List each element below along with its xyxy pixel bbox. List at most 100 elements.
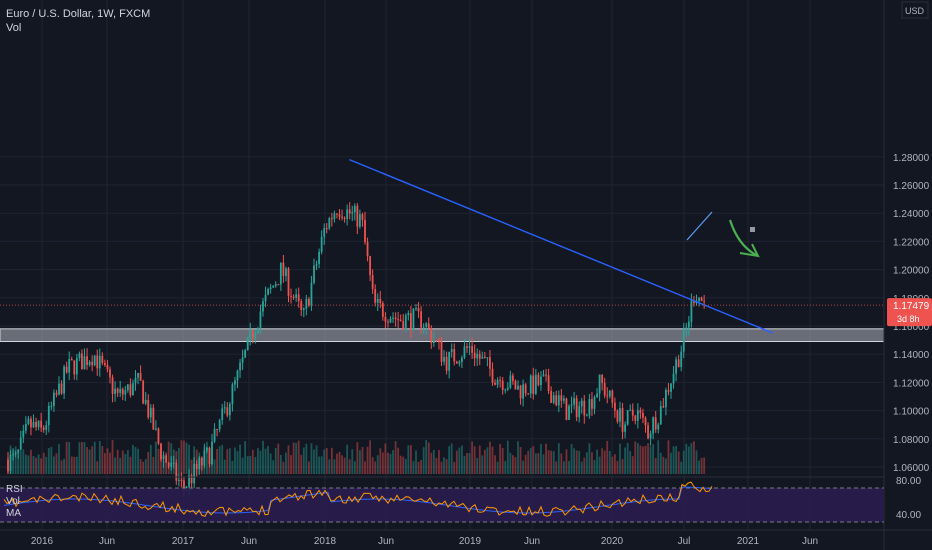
volume-bar	[534, 453, 537, 474]
candle-body	[279, 262, 282, 285]
volume-bar	[524, 454, 527, 474]
candle-body	[177, 479, 180, 481]
volume-bar	[621, 459, 624, 474]
volume-bar	[96, 461, 99, 474]
candle-body	[32, 421, 35, 428]
candle-body	[259, 311, 262, 328]
candle-body	[527, 393, 530, 395]
candle-body	[310, 282, 313, 306]
volume-bar	[129, 456, 132, 474]
candle-body	[277, 284, 280, 286]
volume-bar	[333, 459, 336, 474]
candle-body	[491, 368, 494, 383]
volume-bar	[32, 455, 35, 474]
volume-bar	[430, 452, 433, 474]
volume-bar	[111, 440, 114, 474]
volume-bar	[575, 450, 578, 474]
volume-bar	[297, 440, 300, 474]
candle-body	[471, 346, 473, 353]
volume-bar	[73, 456, 76, 474]
candle-body	[486, 357, 489, 359]
candle-body	[601, 374, 604, 383]
volume-bar	[366, 446, 369, 474]
candle-body	[231, 384, 234, 404]
volume-bar	[514, 457, 517, 474]
volume-bar	[81, 441, 83, 474]
time-tick-label: 2018	[314, 536, 337, 547]
candle-body	[578, 406, 581, 418]
candle-body	[560, 395, 563, 401]
volume-bar	[183, 440, 185, 474]
rsi-legend-label: RSI	[6, 484, 23, 495]
volume-bar	[12, 448, 14, 474]
candle-body	[412, 308, 415, 330]
volume-bar	[116, 449, 119, 474]
minor-trendline	[686, 211, 713, 241]
volume-bar	[251, 449, 254, 474]
volume-bar	[476, 457, 479, 474]
volume-bar	[422, 447, 425, 474]
candle-body	[24, 423, 27, 431]
volume-bar	[19, 450, 22, 474]
volume-bar	[162, 460, 165, 474]
volume-bar	[139, 459, 142, 474]
volume-label[interactable]: Vol	[6, 22, 22, 34]
volume-bar	[106, 448, 109, 474]
candle-body	[445, 356, 448, 371]
candle-body	[297, 294, 300, 302]
volume-bar	[404, 458, 407, 474]
candle-body	[313, 265, 315, 283]
symbol-title[interactable]: Euro / U.S. Dollar, 1W, FXCM	[6, 8, 151, 20]
candle-body	[680, 351, 683, 368]
candle-body	[550, 391, 553, 403]
price-tick-label: 1.12000	[893, 378, 930, 389]
candle-body	[193, 463, 196, 484]
candle-body	[685, 327, 688, 331]
volume-bar	[387, 452, 389, 474]
volume-bar	[200, 456, 203, 474]
candle-body	[246, 337, 249, 351]
volume-bar	[22, 449, 25, 474]
volume-bar	[455, 450, 458, 474]
volume-bar	[40, 458, 43, 474]
volume-bar	[262, 440, 264, 474]
volume-bar	[532, 446, 535, 474]
candle-body	[473, 352, 476, 359]
candle-body	[603, 382, 606, 396]
volume-bar	[208, 461, 211, 474]
volume-bar	[83, 442, 86, 474]
volume-bar	[432, 449, 435, 474]
volume-bar	[384, 443, 387, 474]
candle-body	[45, 425, 48, 430]
candle-body	[9, 454, 12, 472]
volume-bar	[570, 443, 573, 474]
volume-bar	[9, 445, 12, 474]
candle-body	[565, 398, 568, 420]
time-tick-label: Jul	[678, 536, 691, 547]
volume-bar	[649, 446, 652, 474]
volume-bar	[315, 445, 318, 474]
candle-body	[483, 356, 486, 359]
volume-bar	[132, 444, 134, 474]
volume-bar	[218, 446, 221, 474]
volume-bar	[119, 457, 122, 474]
candle-body	[348, 209, 351, 214]
candle-body	[323, 228, 326, 237]
volume-bar	[114, 457, 116, 474]
volume-bar	[104, 453, 106, 474]
volume-bar	[193, 446, 196, 474]
volume-bar	[675, 445, 677, 474]
volume-bar	[45, 456, 48, 474]
candle-body	[129, 384, 132, 396]
volume-bar	[458, 447, 461, 474]
volume-bar	[249, 455, 252, 474]
volume-bar	[318, 456, 320, 474]
candle-body	[17, 449, 20, 453]
volume-bar	[473, 446, 476, 474]
candle-body	[700, 297, 703, 301]
candle-body	[399, 319, 402, 322]
volume-bar	[147, 451, 150, 474]
candle-body	[134, 377, 137, 384]
candle-body	[96, 355, 99, 369]
